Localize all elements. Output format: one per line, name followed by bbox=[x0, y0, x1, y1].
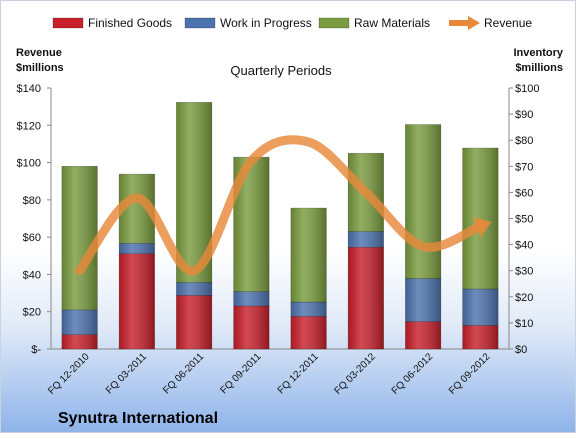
category-label: FQ 03-2011 bbox=[104, 351, 149, 396]
legend-swatch bbox=[184, 17, 216, 29]
company-name: Synutra International bbox=[58, 410, 218, 427]
legend-item-finished-goods: Finished Goods bbox=[52, 16, 172, 30]
left-tick-label: $100 bbox=[17, 158, 41, 170]
right-tick-label: $100 bbox=[515, 83, 539, 95]
legend-label: Revenue bbox=[484, 16, 532, 30]
left-axis-title-line1: Revenue bbox=[16, 47, 62, 59]
category-label: FQ 06-2011 bbox=[161, 351, 206, 396]
legend: Finished Goods Work in Progress Raw Materi… bbox=[52, 16, 532, 30]
bar-raw-materials bbox=[290, 207, 327, 303]
bar-raw-materials bbox=[61, 166, 98, 311]
left-tick-label: $40 bbox=[23, 269, 41, 281]
bar-finished-goods bbox=[61, 334, 98, 350]
category-label: FQ 03-2012 bbox=[332, 351, 378, 397]
legend-item-raw-materials: Raw Materials bbox=[318, 16, 430, 30]
right-tick-label: $0 bbox=[515, 344, 527, 356]
left-tick-label: $60 bbox=[23, 232, 41, 244]
bar-finished-goods bbox=[462, 325, 499, 350]
right-tick-label: $20 bbox=[515, 292, 533, 304]
legend-label: Work in Progress bbox=[220, 16, 312, 30]
legend-label: Raw Materials bbox=[354, 16, 430, 30]
bar-work-in-progress bbox=[405, 278, 442, 322]
category-label: FQ 09-2012 bbox=[447, 351, 493, 397]
right-tick-label: $30 bbox=[515, 266, 533, 278]
bar-raw-materials bbox=[405, 124, 442, 279]
bar-finished-goods bbox=[347, 246, 384, 350]
right-tick-label: $50 bbox=[515, 214, 533, 226]
right-tick-label: $40 bbox=[515, 240, 533, 252]
right-axis-title-line2: $millions bbox=[515, 62, 563, 74]
category-label: FQ 12-2011 bbox=[276, 351, 321, 396]
bar-work-in-progress bbox=[462, 288, 499, 326]
chart-title: Quarterly Periods bbox=[230, 63, 332, 78]
right-tick-label: $70 bbox=[515, 161, 533, 173]
right-axis-title-line1: Inventory bbox=[513, 47, 563, 59]
left-tick-label: $140 bbox=[17, 83, 41, 95]
legend-label: Finished Goods bbox=[88, 16, 172, 30]
bar-finished-goods bbox=[118, 253, 155, 350]
bar-work-in-progress bbox=[347, 231, 384, 248]
bar-work-in-progress bbox=[176, 282, 213, 296]
left-tick-label: $80 bbox=[23, 195, 41, 207]
bar-finished-goods bbox=[233, 305, 270, 350]
bar-work-in-progress bbox=[290, 301, 327, 317]
bar-work-in-progress bbox=[118, 242, 155, 255]
bar-work-in-progress bbox=[61, 309, 98, 335]
left-tick-label: $120 bbox=[17, 120, 41, 132]
legend-item-revenue: Revenue bbox=[449, 16, 532, 30]
right-tick-label: $10 bbox=[515, 318, 533, 330]
legend-arrow bbox=[468, 16, 480, 30]
bar-raw-materials bbox=[462, 147, 499, 290]
legend-item-work-in-progress: Work in Progress bbox=[184, 16, 312, 30]
plot-area: $- $20 $40 $60 $80 $100 $120 $140 $0 $10 $20 $30 $40… bbox=[17, 83, 540, 397]
right-tick-label: $90 bbox=[515, 109, 533, 121]
line-arrowhead bbox=[472, 216, 492, 238]
left-tick-label: $20 bbox=[23, 307, 41, 319]
right-tick-label: $60 bbox=[515, 187, 533, 199]
left-tick-label: $- bbox=[31, 344, 41, 356]
category-label: FQ 06-2012 bbox=[390, 351, 436, 397]
bar-work-in-progress bbox=[233, 291, 270, 307]
bar-finished-goods bbox=[176, 295, 213, 350]
category-label: FQ 09-2011 bbox=[219, 351, 264, 396]
category-label: FQ 12-2010 bbox=[46, 351, 92, 397]
right-tick-label: $80 bbox=[515, 135, 533, 147]
left-axis-title-line2: $millions bbox=[16, 62, 64, 74]
bar-finished-goods bbox=[405, 321, 442, 350]
legend-swatch bbox=[318, 17, 350, 29]
line-revenue bbox=[75, 135, 485, 276]
legend-swatch bbox=[52, 17, 84, 29]
bar-finished-goods bbox=[290, 316, 327, 350]
